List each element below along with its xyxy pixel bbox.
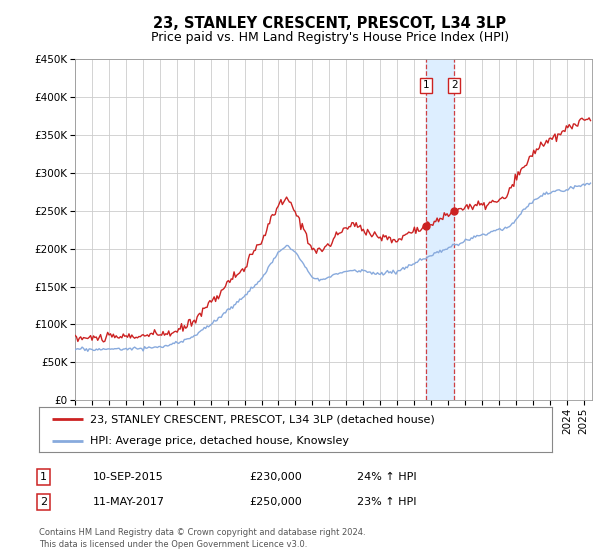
Text: 23% ↑ HPI: 23% ↑ HPI: [357, 497, 416, 507]
Text: Contains HM Land Registry data © Crown copyright and database right 2024.
This d: Contains HM Land Registry data © Crown c…: [39, 528, 365, 549]
Text: 2: 2: [40, 497, 47, 507]
Text: 10-SEP-2015: 10-SEP-2015: [93, 472, 164, 482]
Text: 11-MAY-2017: 11-MAY-2017: [93, 497, 165, 507]
Text: £250,000: £250,000: [249, 497, 302, 507]
Text: HPI: Average price, detached house, Knowsley: HPI: Average price, detached house, Know…: [91, 436, 349, 446]
Text: 2: 2: [451, 81, 457, 90]
Text: 23, STANLEY CRESCENT, PRESCOT, L34 3LP: 23, STANLEY CRESCENT, PRESCOT, L34 3LP: [154, 16, 506, 31]
Text: 24% ↑ HPI: 24% ↑ HPI: [357, 472, 416, 482]
Text: 23, STANLEY CRESCENT, PRESCOT, L34 3LP (detached house): 23, STANLEY CRESCENT, PRESCOT, L34 3LP (…: [91, 414, 435, 424]
Bar: [426, 59, 454, 400]
Text: 1: 1: [422, 81, 429, 90]
Text: 1: 1: [40, 472, 47, 482]
Text: Price paid vs. HM Land Registry's House Price Index (HPI): Price paid vs. HM Land Registry's House …: [151, 31, 509, 44]
Text: £230,000: £230,000: [249, 472, 302, 482]
